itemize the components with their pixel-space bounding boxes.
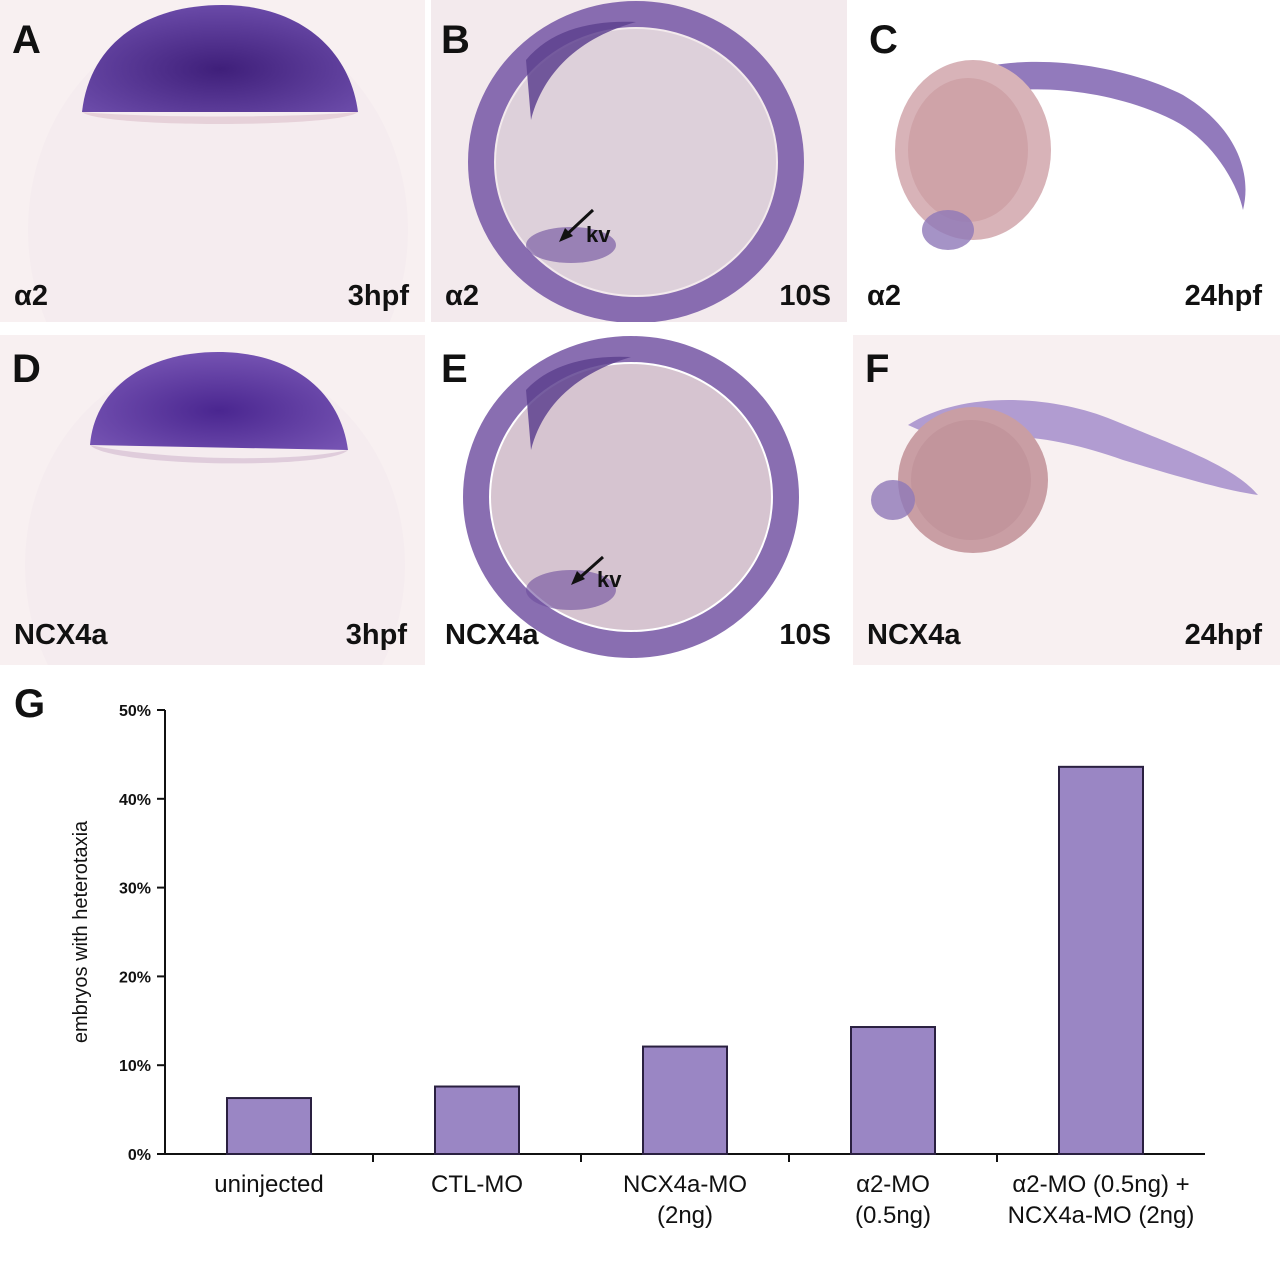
gene-label: α2 xyxy=(14,280,48,312)
panel-letter: A xyxy=(12,18,41,62)
stage-label: 24hpf xyxy=(1184,619,1262,651)
y-tick-label: 20% xyxy=(119,969,151,986)
panel-e: E kv NCX4a 10S xyxy=(431,335,847,665)
kv-marker-label: kv xyxy=(597,567,622,592)
bar xyxy=(434,1085,520,1155)
y-tick-label: 30% xyxy=(119,881,151,898)
x-tick-label: NCX4a-MO (2ng) xyxy=(1008,1202,1195,1229)
embryo-a-image xyxy=(28,5,408,322)
gene-label: α2 xyxy=(445,280,479,312)
y-tick-label: 0% xyxy=(128,1147,151,1164)
panel-a: A α2 3hpf xyxy=(0,0,425,322)
y-tick-label: 40% xyxy=(119,792,151,809)
x-tick-label: α2-MO (0.5ng) + xyxy=(1012,1171,1189,1198)
stage-label: 3hpf xyxy=(347,280,409,312)
stage-label: 10S xyxy=(779,619,831,651)
gene-label: NCX4a xyxy=(445,619,539,651)
embryo-e-image xyxy=(463,336,799,658)
embryo-b-image xyxy=(468,1,804,322)
x-tick-label: NCX4a-MO xyxy=(623,1171,747,1198)
gene-label: NCX4a xyxy=(867,619,961,651)
panel-letter: D xyxy=(12,347,41,391)
embryo-f-image xyxy=(871,400,1258,553)
stage-label: 10S xyxy=(779,280,831,312)
embryo-d-image xyxy=(25,352,405,665)
bar xyxy=(642,1045,728,1155)
panel-f: F NCX4a 24hpf xyxy=(853,335,1280,665)
y-axis-label: embryos with heterotaxia xyxy=(70,820,92,1043)
kv-marker-label: kv xyxy=(586,222,611,247)
x-tick-label: (0.5ng) xyxy=(855,1202,931,1229)
y-tick-label: 50% xyxy=(119,703,151,720)
gene-label: α2 xyxy=(867,280,901,312)
panel-letter: F xyxy=(865,347,890,391)
panel-d: D NCX4a 3hpf xyxy=(0,335,425,665)
x-tick-label: α2-MO xyxy=(856,1171,930,1198)
bar xyxy=(850,1026,936,1155)
panel-c: C α2 24hpf xyxy=(853,0,1280,322)
embryo-c-image xyxy=(895,60,1246,250)
x-tick-label: CTL-MO xyxy=(431,1171,523,1198)
bar xyxy=(1058,765,1144,1155)
panel-letter-g: G xyxy=(14,682,46,726)
bar xyxy=(226,1097,312,1155)
panel-letter: B xyxy=(441,18,470,62)
panel-letter: C xyxy=(869,18,898,62)
stage-label: 24hpf xyxy=(1184,280,1262,312)
x-tick-label: uninjected xyxy=(214,1171,323,1198)
panel-b: B kv α2 10S xyxy=(431,0,847,322)
stage-label: 3hpf xyxy=(345,619,407,651)
heterotaxia-bar-chart: 0% 10% 20% 30% 40% 50% embryos with heterotaxi… xyxy=(70,703,1205,1229)
panel-letter: E xyxy=(441,347,468,391)
x-tick-label: (2ng) xyxy=(657,1202,713,1229)
gene-label: NCX4a xyxy=(14,619,108,651)
y-tick-label: 10% xyxy=(119,1058,151,1075)
